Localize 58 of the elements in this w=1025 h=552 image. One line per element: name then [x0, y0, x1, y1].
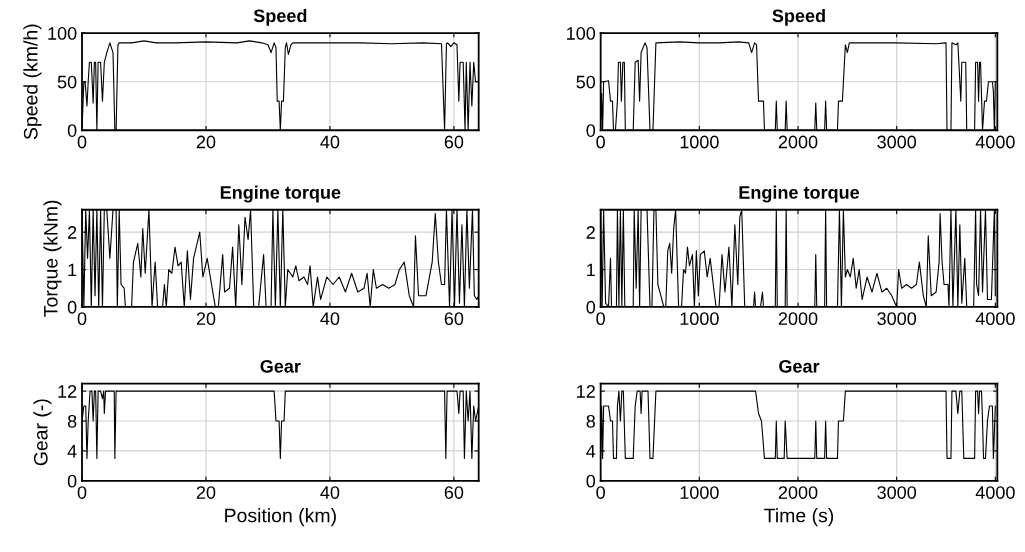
- y-tick-label: 0: [67, 300, 77, 314]
- chart-title: Speed: [772, 8, 825, 26]
- x-tick-label: 40: [320, 312, 340, 326]
- x-tick-label: 2000: [778, 486, 818, 499]
- y-tick-label: 0: [67, 124, 77, 137]
- x-tick-label: 1000: [680, 312, 719, 326]
- x-tick-label: 20: [196, 312, 216, 326]
- y-tick-label: 0: [586, 474, 596, 488]
- y-tick-label: 100: [567, 27, 596, 40]
- x-axis-title: Time (s): [764, 508, 834, 527]
- x-tick-label: 1000: [680, 486, 719, 499]
- x-tick-label: 0: [77, 312, 87, 326]
- y-tick-label: 0: [586, 300, 596, 314]
- chart-title: Speed: [253, 8, 307, 26]
- x-tick-label: 0: [596, 312, 605, 326]
- chart-title: Engine torque: [220, 185, 341, 203]
- y-tick-label: 8: [586, 414, 595, 428]
- y-axis-title: Gear (-): [33, 399, 52, 466]
- x-tick-label: 0: [77, 486, 87, 499]
- x-tick-label: 4000: [975, 312, 1015, 326]
- y-axis-title: Speed (km/h): [23, 24, 42, 140]
- x-tick-label: 60: [444, 135, 464, 149]
- y-tick-label: 50: [576, 75, 596, 89]
- y-tick-label: 2: [68, 226, 77, 239]
- chart-title: Gear: [260, 359, 301, 373]
- x-tick-label: 3000: [877, 312, 917, 326]
- y-tick-label: 2: [586, 226, 595, 239]
- x-tick-label: 0: [77, 135, 87, 149]
- x-tick-label: 4000: [975, 486, 1015, 499]
- x-tick-label: 60: [444, 486, 464, 499]
- x-tick-label: 3000: [877, 135, 917, 149]
- x-tick-label: 2000: [778, 135, 818, 149]
- y-tick-label: 8: [67, 414, 77, 428]
- y-tick-label: 1: [587, 263, 595, 277]
- x-tick-label: 1000: [680, 135, 719, 149]
- x-tick-label: 2000: [778, 312, 818, 326]
- x-tick-label: 40: [320, 486, 340, 499]
- x-tick-label: 20: [196, 486, 216, 499]
- x-tick-label: 0: [596, 135, 605, 149]
- y-tick-label: 0: [67, 474, 77, 488]
- x-axis-title: Position (km): [225, 508, 336, 527]
- y-axis-title: Torque (kNm): [43, 200, 62, 317]
- y-tick-label: 0: [586, 124, 596, 137]
- chart-title: Gear: [779, 359, 820, 373]
- y-tick-label: 4: [586, 445, 596, 458]
- y-tick-label: 50: [57, 75, 77, 89]
- x-tick-label: 4000: [975, 135, 1015, 149]
- y-tick-label: 100: [48, 27, 77, 40]
- y-tick-label: 1: [68, 263, 77, 277]
- y-tick-label: 12: [58, 385, 77, 398]
- y-tick-label: 12: [577, 385, 595, 398]
- x-tick-label: 60: [444, 312, 464, 326]
- x-tick-label: 20: [196, 135, 216, 149]
- x-tick-label: 3000: [877, 486, 917, 499]
- x-tick-label: 0: [596, 486, 605, 499]
- x-tick-label: 40: [320, 135, 340, 149]
- y-tick-label: 4: [67, 445, 77, 458]
- chart-title: Engine torque: [739, 185, 860, 203]
